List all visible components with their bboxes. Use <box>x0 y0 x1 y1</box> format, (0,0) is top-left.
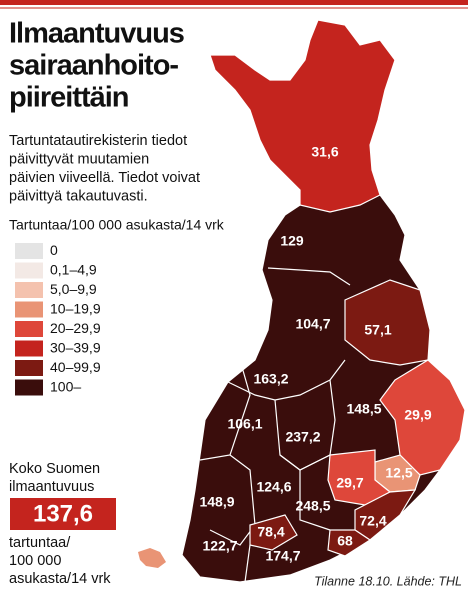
region-label: 129 <box>280 233 304 249</box>
region-label: 122,7 <box>202 538 237 554</box>
legend-label: 20–29,9 <box>50 320 101 336</box>
legend-label: 30–39,9 <box>50 340 101 356</box>
region-label: 104,7 <box>295 316 330 332</box>
national-unit: asukasta/14 vrk <box>9 571 111 587</box>
region-label: 16,6 <box>135 532 162 548</box>
region-label: 29,7 <box>336 475 363 491</box>
subtitle-line: Tartuntatautirekisterin tiedot <box>9 133 187 149</box>
border <box>267 267 351 286</box>
title-line: piireittäin <box>9 82 129 114</box>
national-label: Koko Suomen <box>9 461 100 477</box>
legend-swatch <box>15 360 43 376</box>
legend-swatch <box>15 340 43 357</box>
region-label: 106,1 <box>227 416 262 432</box>
border <box>329 379 336 456</box>
legend-label: 40–99,9 <box>50 359 101 375</box>
subtitle-line: päivittyä takautuvasti. <box>9 188 148 204</box>
legend-swatch <box>15 321 43 337</box>
region-label: 174,7 <box>265 548 300 564</box>
region-label: 29,9 <box>404 407 431 423</box>
border <box>227 359 346 401</box>
region <box>209 19 396 213</box>
border <box>244 544 251 583</box>
region-label: 31,6 <box>311 144 338 160</box>
region-label: 78,4 <box>257 524 284 540</box>
region-label: 68 <box>337 533 353 549</box>
top-bar <box>0 0 468 5</box>
map <box>138 19 466 583</box>
legend-title: Tartuntaa/100 000 asukasta/14 vrk <box>9 217 225 233</box>
legend-label: 10–19,9 <box>50 301 101 317</box>
region-label: 148,5 <box>346 401 381 417</box>
legend-label: 0,1–4,9 <box>50 262 97 278</box>
border <box>199 359 251 461</box>
national-unit: 100 000 <box>9 553 61 569</box>
legend-swatch <box>15 282 43 298</box>
title-line: Ilmaantuvuus <box>9 18 184 50</box>
legend-swatch <box>15 301 43 318</box>
national-value: 137,6 <box>33 500 93 527</box>
region-label: 57,1 <box>364 322 391 338</box>
region-label: 12,5 <box>385 465 412 481</box>
region <box>249 514 298 551</box>
region-label: 148,9 <box>199 494 234 510</box>
region-label: 124,6 <box>256 479 291 495</box>
region <box>327 529 372 557</box>
national-unit: tartuntaa/ <box>9 535 71 551</box>
national-label: ilmaantuvuus <box>9 479 94 495</box>
legend-swatch <box>15 379 43 396</box>
border <box>279 454 331 531</box>
region <box>138 548 166 568</box>
region <box>379 359 466 476</box>
legend-label: 0 <box>50 242 58 258</box>
labels: 31,6 129 104,7 57,1 138,6 163,2 148,5 106,1 237,… <box>135 144 431 564</box>
legend-label: 100– <box>50 379 81 395</box>
legend-swatch <box>15 243 43 259</box>
region-label: 72,4 <box>359 513 386 529</box>
region-label: 163,2 <box>253 371 288 387</box>
subtitle-line: päivien viiveellä. Tiedot voivat <box>9 170 200 186</box>
legend-label: 5,0–9,9 <box>50 281 97 297</box>
source: Tilanne 18.10. Lähde: THL <box>314 574 462 588</box>
region-label: 138,6 <box>187 366 222 382</box>
border <box>299 454 331 471</box>
subtitle-line: päivittyvät muutamien <box>9 151 149 167</box>
region-label: 237,2 <box>285 429 320 445</box>
title-line: sairaanhoito- <box>9 50 178 82</box>
legend-swatch <box>15 262 43 279</box>
national-box <box>10 498 116 530</box>
region-label: 248,5 <box>295 498 330 514</box>
